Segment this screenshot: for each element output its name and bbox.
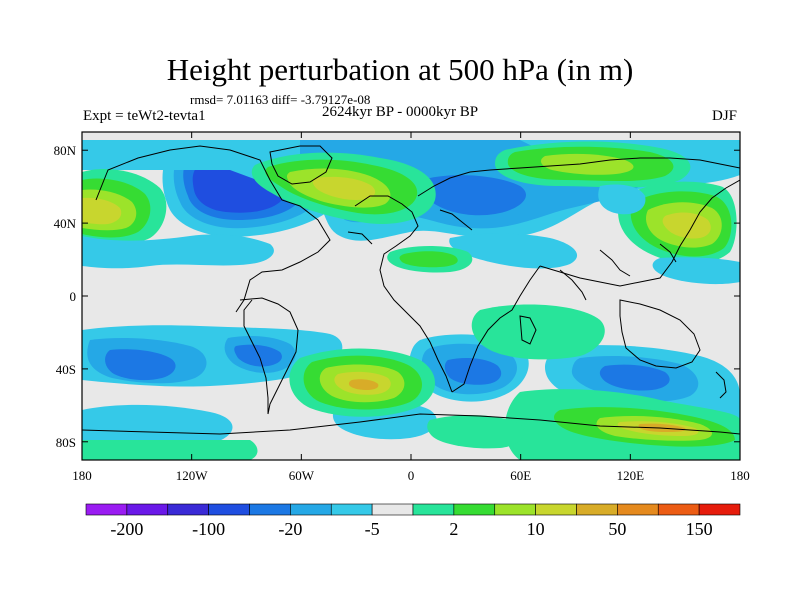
subtropical-negative	[82, 184, 740, 285]
colorbar-label: -100	[192, 519, 225, 539]
colorbar-swatch	[126, 503, 169, 516]
colorbar-label: -200	[110, 519, 143, 539]
experiment-label: Expt = teWt2-tevta1	[83, 108, 206, 124]
colorbar-label: -5	[365, 519, 380, 539]
lon-label: 180	[730, 468, 750, 483]
height-field	[82, 140, 740, 460]
lon-label: 180	[72, 468, 92, 483]
colorbar-label: 2	[449, 519, 458, 539]
colorbar-label: 50	[608, 519, 626, 539]
colorbar-swatch	[371, 503, 414, 516]
plot-title: Height perturbation at 500 hPa (in m)	[166, 52, 634, 87]
east-asia-ridge	[618, 181, 737, 264]
colorbar-swatch	[657, 503, 700, 516]
colorbar-swatch	[494, 503, 536, 516]
atlantic-ridge	[251, 152, 436, 224]
colorbar-swatch	[330, 503, 373, 516]
lon-label: 60W	[289, 468, 315, 483]
lon-label: 120E	[617, 468, 645, 483]
colorbar-swatch	[290, 503, 332, 516]
colorbar-label: 150	[686, 519, 713, 539]
pacific-ridge-west	[82, 168, 167, 245]
period-label: 2624kyr BP - 0000kyr BP	[322, 104, 479, 120]
colorbar-swatch	[698, 503, 741, 516]
map-panel	[81, 131, 741, 461]
lat-label: 0	[70, 289, 77, 304]
lat-label: 80N	[54, 143, 77, 158]
lon-label: 60E	[510, 468, 531, 483]
colorbar-swatch	[412, 503, 455, 516]
lat-label: 40N	[54, 216, 77, 231]
colorbar-label: 10	[527, 519, 545, 539]
colorbar-swatch	[535, 503, 577, 516]
longitude-axis: 180 120W 60W 0 60E 120E 180	[72, 132, 750, 483]
colorbar-swatch	[167, 503, 209, 516]
eurasia-ridge	[495, 141, 691, 188]
colorbar: -200 -100 -20 -5 2 10 50 150	[85, 503, 741, 539]
lon-label: 0	[408, 468, 415, 483]
sh-positive	[82, 304, 740, 460]
colorbar-swatch	[617, 503, 659, 516]
stats-text: rmsd= 7.01163 diff= -3.79127e-08	[190, 92, 371, 107]
colorbar-swatch	[576, 503, 618, 516]
colorbar-swatch	[85, 503, 128, 516]
lat-label: 80S	[56, 435, 76, 450]
lat-label: 40S	[56, 362, 76, 377]
colorbar-swatch	[453, 503, 496, 516]
coastlines	[82, 145, 740, 435]
lon-label: 120W	[176, 468, 209, 483]
colorbar-label: -20	[278, 519, 302, 539]
africa-ridge	[387, 246, 473, 273]
colorbar-swatch	[208, 503, 250, 516]
colorbar-swatch	[249, 503, 291, 516]
season-label: DJF	[712, 108, 738, 124]
latitude-axis: 80N 40N 0 40S 80S	[54, 143, 740, 450]
